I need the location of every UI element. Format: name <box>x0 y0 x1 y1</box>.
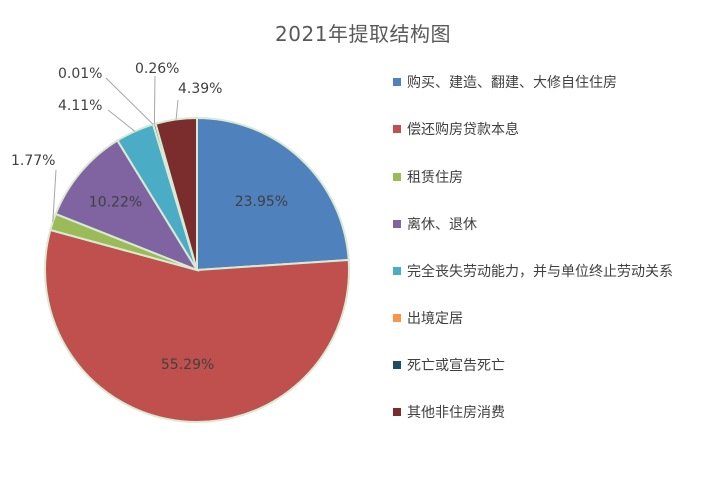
legend-label: 租赁住房 <box>407 170 463 186</box>
legend-swatch <box>393 314 401 322</box>
legend-item-rental: 租赁住房 <box>393 168 703 188</box>
data-label-other-non-housing: 4.39% <box>178 81 222 97</box>
data-label-emigration: 0.01% <box>58 66 102 82</box>
pie-slice-retirement <box>54 139 200 273</box>
legend-label: 死亡或宣告死亡 <box>407 358 505 374</box>
data-label-disability-termination: 4.11% <box>58 98 102 114</box>
legend-item-purchase-build-repair: 购买、建造、翻建、大修自住住房 <box>393 73 703 93</box>
data-label-loan-repayment: 55.29% <box>161 357 214 373</box>
data-label-retirement: 10.22% <box>89 195 142 211</box>
pie-slice-loan-repayment <box>44 228 350 423</box>
data-label-purchase-build-repair: 23.95% <box>235 194 288 210</box>
legend-item-loan-repayment: 偿还购房贷款本息 <box>393 120 703 140</box>
legend-item-emigration: 出境定居 <box>393 309 703 329</box>
legend-item-retirement: 离休、退休 <box>393 215 703 235</box>
data-label-rental: 1.77% <box>11 153 55 169</box>
leader-line-disability-termination <box>107 109 136 132</box>
legend-label: 完全丧失劳动能力，并与单位终止劳动关系 <box>407 264 673 280</box>
leader-line-other-non-housing <box>175 99 179 120</box>
legend-label: 出境定居 <box>407 311 463 327</box>
legend-swatch <box>393 125 401 133</box>
legend-label: 离休、退休 <box>407 217 477 233</box>
leader-line-death <box>153 75 156 125</box>
legend-swatch <box>393 408 401 416</box>
legend-swatch <box>393 267 401 275</box>
chart-title: 2021年提取结构图 <box>275 22 451 46</box>
pie-slice-purchase-build-repair <box>196 116 350 272</box>
legend-item-death: 死亡或宣告死亡 <box>393 356 703 376</box>
pie-slice-other-non-housing <box>154 116 198 271</box>
legend-swatch <box>393 220 401 228</box>
data-label-death: 0.26% <box>135 61 179 77</box>
legend-label: 其他非住房消费 <box>407 405 505 421</box>
legend-swatch <box>393 78 401 86</box>
legend-label: 偿还购房贷款本息 <box>407 122 519 138</box>
legend-swatch <box>393 173 401 181</box>
legend-item-other-non-housing: 其他非住房消费 <box>393 403 703 423</box>
legend-swatch <box>393 361 401 369</box>
leader-line-emigration <box>105 77 154 125</box>
legend-label: 购买、建造、翻建、大修自住住房 <box>407 75 617 91</box>
legend-item-disability-termination: 完全丧失劳动能力，并与单位终止劳动关系 <box>393 262 703 282</box>
leader-line-rental <box>52 169 57 222</box>
